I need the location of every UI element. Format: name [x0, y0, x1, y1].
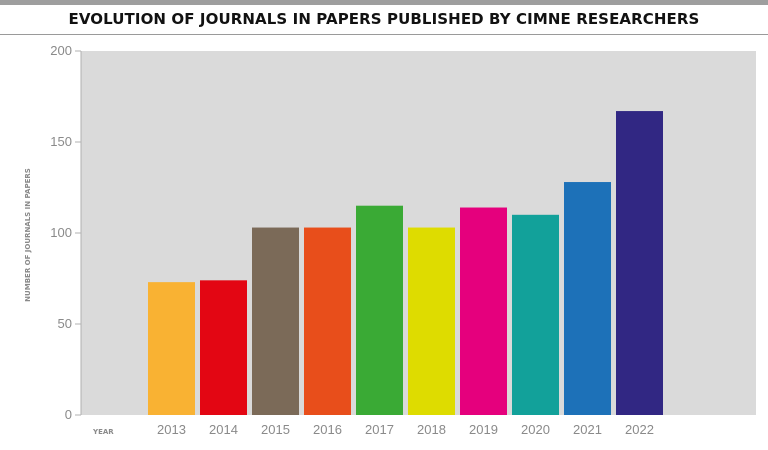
- bar-2015: [252, 227, 299, 415]
- bars: [148, 111, 663, 415]
- bar-2021: [564, 182, 611, 415]
- title-divider: [0, 34, 768, 35]
- top-bar: [0, 0, 768, 5]
- y-axis-ticks: 0 50 100 150 200: [50, 43, 81, 422]
- bar-2019: [460, 207, 507, 415]
- x-tick-label-2020: 2020: [521, 422, 550, 437]
- bar-2020: [512, 214, 559, 415]
- y-tick-label: 0: [65, 407, 72, 422]
- x-axis-label: YEAR: [92, 428, 114, 436]
- bar-2013: [148, 282, 195, 415]
- x-tick-label-2015: 2015: [261, 422, 290, 437]
- x-tick-label-2013: 2013: [157, 422, 186, 437]
- bar-2018: [408, 227, 455, 415]
- bar-2016: [304, 227, 351, 415]
- y-tick-label: 50: [58, 316, 72, 331]
- bar-2022: [616, 111, 663, 415]
- x-tick-label-2019: 2019: [469, 422, 498, 437]
- y-tick-label: 200: [50, 43, 72, 58]
- chart-title: EVOLUTION OF JOURNALS IN PAPERS PUBLISHE…: [68, 10, 700, 28]
- y-tick-label: 100: [50, 225, 72, 240]
- x-tick-label-2018: 2018: [417, 422, 446, 437]
- x-tick-label-2014: 2014: [209, 422, 238, 437]
- y-tick-label: 150: [50, 134, 72, 149]
- x-tick-label-2016: 2016: [313, 422, 342, 437]
- x-axis-ticks: 2013 2014 2015 2016 2017 2018 2019 2020 2021 2022: [157, 422, 654, 437]
- y-axis-label: NUMBER OF JOURNALS IN PAPERS: [24, 168, 32, 302]
- bar-2017: [356, 205, 403, 415]
- x-tick-label-2022: 2022: [625, 422, 654, 437]
- x-tick-label-2021: 2021: [573, 422, 602, 437]
- x-tick-label-2017: 2017: [365, 422, 394, 437]
- bar-2014: [200, 280, 247, 415]
